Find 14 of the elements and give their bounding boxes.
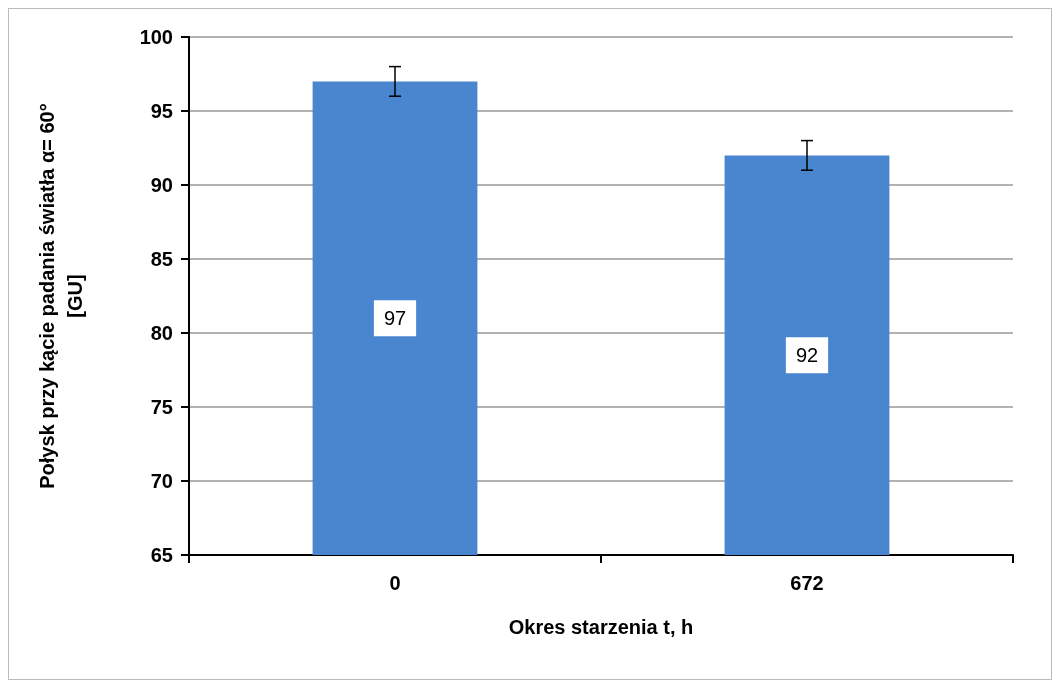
y-tick-label: 70 <box>150 470 173 492</box>
y-tick-label: 75 <box>150 396 173 418</box>
y-axis-title: Połysk przy kącie padania światła α= 60° [GU] <box>36 103 86 489</box>
x-axis-title: Okres starzenia t, h <box>508 616 694 638</box>
data-label: 92 <box>795 344 819 367</box>
y-tick-label: 65 <box>150 544 173 566</box>
y-tick-label: 100 <box>139 26 173 48</box>
y-tick-label: 95 <box>150 100 173 122</box>
y-tick-label: 85 <box>150 248 173 270</box>
x-tick-label: 672 <box>790 572 824 594</box>
x-tick-label: 0 <box>389 572 401 594</box>
y-tick-label: 90 <box>150 174 173 196</box>
y-tick-label: 80 <box>150 322 173 344</box>
data-label: 97 <box>383 307 407 330</box>
